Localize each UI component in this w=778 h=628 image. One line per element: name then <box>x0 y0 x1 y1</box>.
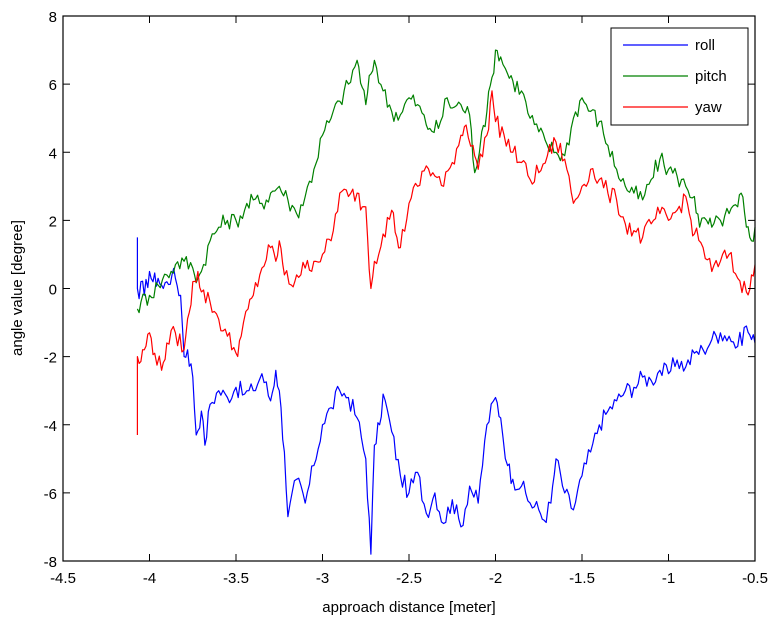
plot-lines <box>136 49 756 555</box>
x-tick-label: -2.5 <box>396 570 422 587</box>
x-tick-label: -4 <box>143 570 156 587</box>
legend: roll pitch yaw <box>610 27 749 126</box>
y-tick-label: 8 <box>49 9 57 26</box>
x-axis-label: approach distance [meter] <box>322 599 495 616</box>
x-axis: -4.5 -4 -3.5 -3 -2.5 -2 -1.5 -1 -0.5 <box>50 16 768 587</box>
y-tick-label: -2 <box>44 350 57 367</box>
y-tick-label: -4 <box>44 418 57 435</box>
y-tick-label: 0 <box>49 282 57 299</box>
x-tick-label: -0.5 <box>742 570 768 587</box>
x-tick-label: -1.5 <box>569 570 595 587</box>
series-line-roll <box>136 237 756 555</box>
legend-label-pitch: pitch <box>695 68 727 85</box>
y-tick-label: 2 <box>49 213 57 230</box>
y-axis: -8 -6 -4 -2 0 2 4 6 8 <box>44 9 755 571</box>
x-tick-label: -2 <box>489 570 502 587</box>
y-tick-label: -6 <box>44 486 57 503</box>
x-tick-label: -1 <box>662 570 675 587</box>
legend-label-roll: roll <box>695 37 715 54</box>
series-line-pitch <box>136 49 756 314</box>
x-tick-label: -3 <box>316 570 329 587</box>
legend-label-yaw: yaw <box>695 99 722 116</box>
x-tick-label: -3.5 <box>223 570 249 587</box>
x-tick-label: -4.5 <box>50 570 76 587</box>
y-tick-label: 4 <box>49 145 57 162</box>
y-tick-label: 6 <box>49 77 57 94</box>
y-axis-label: angle value [degree] <box>9 220 26 356</box>
series-line-yaw <box>136 90 756 435</box>
y-tick-label: -8 <box>44 554 57 571</box>
